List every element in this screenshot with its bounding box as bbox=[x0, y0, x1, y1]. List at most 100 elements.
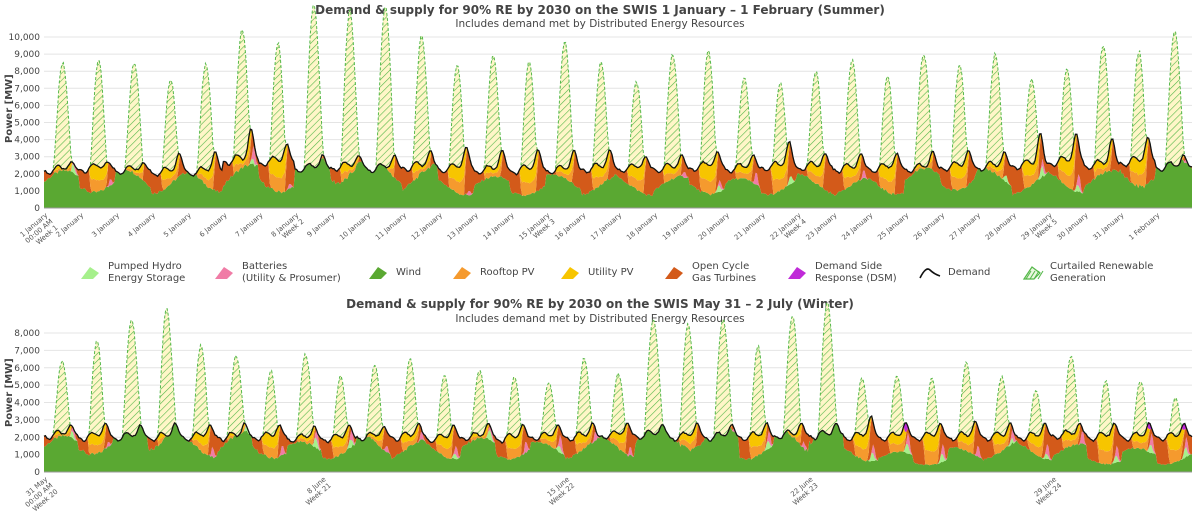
y-tick-label: 4,000 bbox=[14, 399, 40, 409]
x-tick-label: 19 January bbox=[661, 211, 695, 241]
svg-text:1 February: 1 February bbox=[1127, 211, 1161, 241]
x-tick-label: 30 January bbox=[1056, 211, 1090, 241]
x-tick-label: 21 January bbox=[733, 211, 767, 241]
series-curtailed-outline bbox=[43, 301, 1193, 444]
svg-text:14 January: 14 January bbox=[482, 211, 516, 241]
legend-item-dsm[interactable]: Demand Side Response (DSM) bbox=[785, 255, 897, 291]
series-curtailed bbox=[44, 5, 1192, 177]
y-tick-label: 4,000 bbox=[14, 136, 40, 146]
y-tick-label: 5,000 bbox=[14, 381, 40, 391]
svg-text:12 January: 12 January bbox=[410, 211, 444, 241]
y-tick-label: 2,000 bbox=[14, 433, 40, 443]
svg-text:13 January: 13 January bbox=[446, 211, 480, 241]
legend-label: Utility PV bbox=[588, 267, 634, 278]
x-tick-label: 13 January bbox=[446, 211, 480, 241]
svg-text:28 January: 28 January bbox=[984, 211, 1018, 241]
legend-item-ocgt[interactable]: Open Cycle Gas Turbines bbox=[662, 255, 756, 291]
legend-label: Wind bbox=[396, 267, 422, 278]
svg-text:19 January: 19 January bbox=[661, 211, 695, 241]
svg-text:31 January: 31 January bbox=[1092, 211, 1126, 241]
legend-item-curtailed[interactable]: Curtailed Renewable Generation bbox=[1020, 255, 1153, 291]
x-tick-label: 31 January bbox=[1092, 211, 1126, 241]
x-tick-label: 24 January bbox=[840, 211, 874, 241]
x-tick-label: 28 January bbox=[984, 211, 1018, 241]
svg-text:27 January: 27 January bbox=[948, 211, 982, 241]
svg-text:26 January: 26 January bbox=[912, 211, 946, 241]
series-curtailed bbox=[44, 302, 1192, 444]
x-tick-label: 16 January bbox=[553, 211, 587, 241]
svg-text:2 January: 2 January bbox=[55, 211, 86, 238]
legend-label: Demand bbox=[948, 267, 991, 278]
x-tick-label: 3 January bbox=[90, 211, 121, 238]
svg-text:30 January: 30 January bbox=[1056, 211, 1090, 241]
x-tick-label: 11 January bbox=[374, 211, 408, 241]
x-tick-label: 14 January bbox=[482, 211, 516, 241]
chart1-subtitle: Includes demand met by Distributed Energ… bbox=[455, 18, 745, 30]
utility-pv-icon bbox=[558, 264, 582, 282]
x-tick-label: 5 January bbox=[162, 211, 193, 238]
x-tick-label: 10 January bbox=[338, 211, 372, 241]
svg-text:18 January: 18 January bbox=[625, 211, 659, 241]
legend-label: Pumped Hydro Energy Storage bbox=[108, 261, 186, 284]
x-tick-label: 26 January bbox=[912, 211, 946, 241]
x-tick-label: 25 January bbox=[876, 211, 910, 241]
y-tick-label: 3,000 bbox=[14, 153, 40, 163]
x-tick-label: 1 February bbox=[1127, 211, 1161, 241]
summer-chart: 0 1,000 2,000 3,000 4,000 5,000 6,000 7,000 8,00… bbox=[9, 4, 1193, 246]
y-tick-label: 6,000 bbox=[14, 364, 40, 374]
svg-text:16 January: 16 January bbox=[553, 211, 587, 241]
x-tick-label: 18 January bbox=[625, 211, 659, 241]
pumped-hydro-icon bbox=[78, 264, 102, 282]
y-tick-label: 10,000 bbox=[9, 33, 41, 43]
svg-text:5 January: 5 January bbox=[162, 211, 193, 238]
svg-text:10 January: 10 January bbox=[338, 211, 372, 241]
series-demand bbox=[43, 127, 1193, 178]
svg-text:20 January: 20 January bbox=[697, 211, 731, 241]
rooftop-pv-icon bbox=[450, 264, 474, 282]
chart2-title: Demand & supply for 90% RE by 2030 on th… bbox=[346, 297, 854, 311]
svg-text:7 January: 7 January bbox=[234, 211, 265, 238]
series-wind bbox=[44, 423, 1192, 472]
legend-item-hydro[interactable]: Pumped Hydro Energy Storage bbox=[78, 255, 185, 291]
x-tick-label: 6 January bbox=[198, 211, 229, 238]
curtailed-icon bbox=[1020, 264, 1044, 282]
legend-label: Rooftop PV bbox=[480, 267, 535, 278]
x-tick-label: 27 January bbox=[948, 211, 982, 241]
legend-label: Open Cycle Gas Turbines bbox=[692, 261, 757, 284]
legend-label: Demand Side Response (DSM) bbox=[815, 261, 897, 284]
y-tick-label: 2,000 bbox=[14, 170, 40, 180]
y-tick-label: 3,000 bbox=[14, 416, 40, 426]
legend-item-rooftop[interactable]: Rooftop PV bbox=[450, 255, 535, 291]
x-tick-label: 17 January bbox=[589, 211, 623, 241]
legend-item-utility[interactable]: Utility PV bbox=[558, 255, 633, 291]
y-tick-label: 9,000 bbox=[14, 50, 40, 60]
series-curtailed-outline bbox=[43, 4, 1193, 177]
svg-text:24 January: 24 January bbox=[840, 211, 874, 241]
y-tick-label: 8,000 bbox=[14, 329, 40, 339]
wind-icon bbox=[366, 264, 390, 282]
svg-text:9 January: 9 January bbox=[306, 211, 337, 238]
legend-item-battery[interactable]: Batteries (Utility & Prosumer) bbox=[212, 255, 341, 291]
legend: Pumped Hydro Energy Storage Batteries (U… bbox=[0, 255, 1200, 291]
svg-text:21 January: 21 January bbox=[733, 211, 767, 241]
ocgt-icon bbox=[662, 264, 686, 282]
legend-item-demand[interactable]: Demand bbox=[918, 255, 990, 291]
legend-item-wind[interactable]: Wind bbox=[366, 255, 421, 291]
svg-text:11 January: 11 January bbox=[374, 211, 408, 241]
x-tick-label: 2 January bbox=[55, 211, 86, 238]
y-tick-label: 5,000 bbox=[14, 119, 40, 129]
legend-label: Batteries (Utility & Prosumer) bbox=[242, 261, 341, 284]
svg-text:17 January: 17 January bbox=[589, 211, 623, 241]
svg-text:4 January: 4 January bbox=[126, 211, 157, 238]
y-tick-label: 0 bbox=[34, 468, 40, 478]
svg-text:6 January: 6 January bbox=[198, 211, 229, 238]
winter-chart: 0 1,000 2,000 3,000 4,000 5,000 6,000 7,000 8,00… bbox=[14, 301, 1193, 511]
